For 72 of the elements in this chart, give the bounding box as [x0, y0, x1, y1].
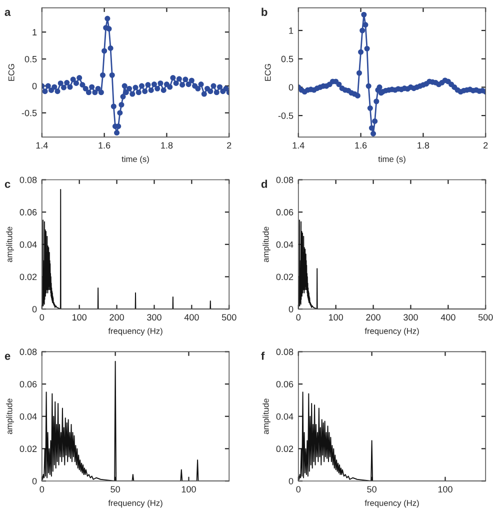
x-tick-label: 100	[438, 486, 452, 492]
x-tick-label: 0	[296, 314, 301, 321]
x-tick-label: 100	[328, 314, 344, 321]
chart-title: b	[262, 8, 268, 16]
y-axis-title: amplitude	[6, 226, 14, 262]
x-tick-label: 1.8	[161, 142, 173, 149]
x-tick-label: 200	[110, 314, 124, 321]
y-tick-label: 0.5	[281, 56, 294, 62]
y-tick-label: 0.08	[20, 348, 37, 356]
y-tick-label: 0.08	[276, 176, 294, 184]
y-tick-label: 0	[288, 478, 294, 484]
chart-title: d	[261, 180, 267, 188]
chart-title: f	[261, 352, 265, 360]
y-tick-label: 0.06	[276, 381, 294, 388]
x-tick-label: 1.4	[36, 142, 48, 148]
y-tick-label: 0.04	[20, 413, 37, 420]
y-tick-label: 0.06	[276, 209, 294, 216]
x-tick-label: 100	[182, 486, 196, 492]
y-tick-label: 1	[289, 28, 294, 34]
y-tick-label: -0.5	[278, 112, 294, 119]
x-axis-title: frequency (Hz)	[108, 500, 162, 508]
x-tick-label: 400	[440, 314, 456, 321]
y-tick-label: -0.5	[22, 110, 37, 116]
x-tick-label: 400	[184, 314, 199, 321]
x-tick-label: 100	[72, 314, 87, 321]
x-tick-label: 1.4	[292, 142, 304, 148]
y-axis-title: amplitude	[262, 398, 270, 434]
y-tick-label: 0.04	[276, 413, 294, 420]
y-tick-label: 0.04	[276, 241, 294, 248]
y-tick-label: 0.06	[20, 209, 37, 216]
x-tick-label: 1.8	[418, 142, 430, 149]
x-axis-title: frequency (Hz)	[364, 500, 419, 508]
x-tick-label: 0	[296, 486, 301, 492]
x-tick-label: 200	[366, 314, 380, 321]
y-tick-label: 0.02	[20, 274, 37, 280]
x-tick-label: 50	[367, 486, 376, 492]
chart-title: e	[4, 354, 10, 360]
x-tick-label: 0	[40, 486, 44, 492]
y-tick-label: 0	[32, 82, 37, 90]
x-tick-label: 500	[478, 314, 493, 321]
y-tick-label: 0.06	[20, 381, 37, 388]
y-tick-label: 0.02	[276, 446, 294, 452]
y-tick-label: 1	[32, 29, 37, 36]
y-axis-title: amplitude	[262, 226, 270, 262]
y-tick-label: 0.02	[20, 446, 37, 452]
y-tick-label: 0.5	[24, 56, 37, 62]
x-axis-title: time (s)	[378, 156, 406, 164]
x-tick-label: 1.6	[355, 142, 367, 149]
x-tick-label: 2	[484, 142, 488, 148]
chart-title: a	[4, 10, 11, 16]
y-tick-label: 0.08	[276, 348, 294, 356]
y-tick-label: 0.02	[276, 274, 294, 280]
x-tick-label: 300	[147, 314, 162, 321]
y-tick-label: 0	[288, 306, 294, 312]
y-tick-label: 0.08	[20, 176, 37, 184]
y-tick-label: 0	[32, 478, 37, 484]
y-tick-label: 0.04	[20, 241, 37, 248]
x-axis-title: frequency (Hz)	[364, 328, 419, 336]
y-axis-title: amplitude	[6, 398, 14, 434]
x-tick-label: 50	[110, 486, 120, 492]
x-tick-label: 2	[227, 142, 232, 148]
y-tick-label: 0	[288, 84, 294, 91]
x-tick-label: 300	[404, 314, 418, 321]
x-tick-label: 0	[40, 314, 44, 321]
y-tick-label: 0	[32, 306, 37, 312]
x-axis-title: frequency (Hz)	[108, 328, 162, 336]
y-axis-title: ECG	[8, 64, 14, 81]
x-tick-label: 1.6	[98, 142, 110, 149]
x-tick-label: 500	[222, 314, 236, 321]
x-axis-title: time (s)	[122, 156, 149, 164]
y-axis-title: ECG	[264, 64, 271, 81]
chart-title: c	[4, 182, 10, 188]
